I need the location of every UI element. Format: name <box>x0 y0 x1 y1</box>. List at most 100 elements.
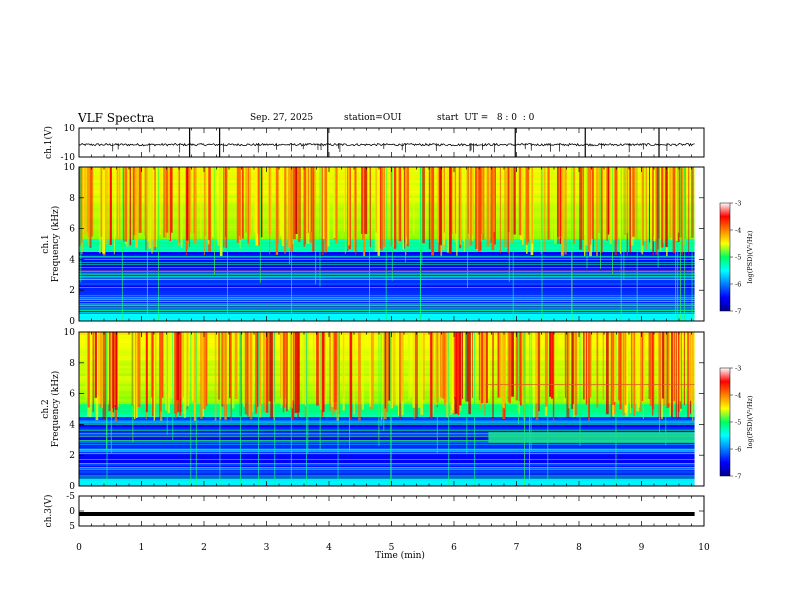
sferic-column <box>596 332 599 408</box>
sferic-column <box>167 332 171 413</box>
sferic-column <box>474 167 478 250</box>
sferic-column <box>678 332 681 402</box>
sferic-column <box>102 332 106 420</box>
sferic-column <box>255 167 259 246</box>
spectrogram-band <box>79 249 695 252</box>
sferic-column <box>632 167 635 237</box>
spectrogram-band <box>79 439 695 443</box>
spectrogram-band <box>79 241 695 245</box>
sferic-column <box>122 167 125 242</box>
spectrogram-band <box>79 303 695 306</box>
sferic-column <box>457 332 460 416</box>
spectrogram-band <box>79 213 695 217</box>
sferic-column <box>98 332 101 405</box>
sferic-column <box>293 167 296 240</box>
sferic-column <box>107 332 109 405</box>
sferic-column <box>262 332 266 412</box>
y-tick-label: 10 <box>64 163 76 173</box>
sferic-column <box>467 167 469 234</box>
sferic-column <box>672 167 676 253</box>
y-tick-label: 2 <box>69 286 75 296</box>
x-tick-label: 1 <box>139 543 145 553</box>
sferic-column <box>649 332 653 406</box>
ch1-spectrogram <box>79 167 704 322</box>
sferic-column <box>589 332 592 398</box>
sferic-column <box>618 332 621 401</box>
spectrogram-band <box>79 419 695 423</box>
ch1-ylabel: ch.1(V) <box>43 126 54 159</box>
sferic-column <box>369 167 371 248</box>
sferic-column <box>561 167 564 257</box>
sferic-column <box>152 332 154 417</box>
sferic-column <box>282 332 285 413</box>
sferic-column <box>592 167 594 252</box>
spectrogram-band <box>79 473 695 477</box>
sferic-column <box>329 332 331 411</box>
sferic-column <box>578 332 580 399</box>
sferic-column <box>507 167 510 233</box>
sferic-column <box>671 332 673 418</box>
sferic-column <box>614 332 617 402</box>
sferic-column <box>600 167 603 254</box>
sferic-column <box>243 332 245 407</box>
sferic-column <box>398 332 399 417</box>
sferic-column <box>452 332 454 411</box>
sferic-column <box>645 167 647 250</box>
sferic-column <box>145 332 148 413</box>
sferic-column <box>269 167 271 255</box>
spectrogram-band <box>79 277 695 281</box>
sferic-column <box>458 167 460 239</box>
spectrogram-band <box>79 442 695 446</box>
ch3-waveform-line <box>79 512 695 516</box>
sferic-column <box>673 332 675 401</box>
spectrogram-band <box>79 202 695 206</box>
sferic-column <box>294 332 298 413</box>
sferic-column <box>385 332 389 412</box>
y-tick-label: 6 <box>69 390 75 400</box>
sferic-column <box>180 332 184 399</box>
sferic-column <box>343 332 344 399</box>
ch3-ylabel: ch.3(V) <box>43 495 54 528</box>
sferic-column <box>149 167 152 239</box>
sferic-column <box>270 332 273 419</box>
sferic-column <box>692 332 694 422</box>
sferic-column <box>219 332 222 420</box>
sferic-column <box>111 332 114 409</box>
sferic-column <box>531 167 534 244</box>
sferic-column <box>182 332 185 414</box>
sferic-column <box>253 167 256 233</box>
sferic-column <box>374 167 378 252</box>
sferic-column <box>640 332 642 412</box>
sferic-column <box>414 332 418 418</box>
sferic-column <box>660 332 662 402</box>
sferic-column <box>322 332 325 412</box>
spectrogram-band <box>79 414 695 417</box>
sferic-column <box>94 332 97 398</box>
sferic-column <box>224 332 227 420</box>
y-axis-label: ch.3(V) <box>43 495 54 528</box>
sferic-column <box>256 332 260 407</box>
sferic-column <box>275 167 279 255</box>
spectrogram-band <box>79 226 695 229</box>
sferic-column <box>408 332 410 400</box>
sferic-column <box>670 167 672 241</box>
sferic-column <box>165 167 167 233</box>
sferic-column <box>223 167 225 248</box>
sferic-column <box>642 332 646 402</box>
sferic-column <box>136 332 138 419</box>
sferic-column <box>186 332 190 407</box>
sferic-column <box>390 167 393 247</box>
sferic-column <box>255 332 258 414</box>
spectrogram-band <box>79 182 695 186</box>
sferic-column <box>652 167 654 237</box>
sferic-column <box>87 167 90 238</box>
sferic-column <box>454 167 456 243</box>
sferic-column <box>151 167 153 254</box>
sferic-column <box>112 332 114 413</box>
x-tick-label: 2 <box>201 543 207 553</box>
sferic-column <box>371 332 375 409</box>
sferic-column <box>108 332 111 412</box>
spectrogram-band <box>79 429 695 433</box>
sferic-column <box>222 332 225 405</box>
